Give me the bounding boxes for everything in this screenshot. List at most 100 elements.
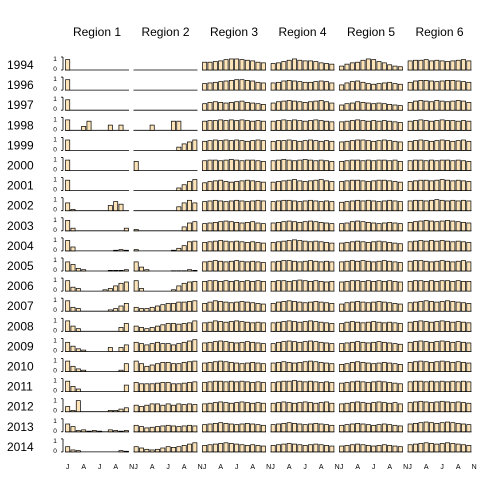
- bar-2008-region-4-month-4: [286, 320, 292, 332]
- bar-2000-region-4-month-6: [297, 159, 303, 171]
- bar-2014-region-2-month-10: [181, 445, 187, 453]
- y-tick-label-bottom: 0: [53, 187, 57, 194]
- bar-1998-region-4-month-10: [318, 120, 324, 131]
- bar-2004-region-2-month-10: [181, 245, 187, 252]
- bar-1996-region-4-month-5: [292, 80, 297, 91]
- bar-1996-region-4-month-3: [281, 80, 287, 91]
- bar-1994-region-5-month-11: [392, 65, 398, 71]
- bar-1994-region-4-month-1: [270, 63, 276, 71]
- bar-2004-region-2-month-8: [171, 249, 176, 252]
- bar-2006-region-2-month-9: [176, 285, 182, 292]
- bar-1999-region-6-month-7: [439, 139, 445, 151]
- bar-2010-region-4-month-9: [313, 361, 319, 372]
- x-tick-label: J: [203, 464, 207, 471]
- year-label-2000: 2000: [7, 159, 34, 173]
- bar-2007-region-1-month-3: [75, 308, 81, 312]
- bar-2014-region-4-month-8: [308, 444, 313, 453]
- bar-2007-region-1-month-12: [123, 303, 129, 312]
- bar-2013-region-5-month-10: [387, 424, 393, 433]
- bar-1998-region-3-month-6: [228, 119, 234, 131]
- bar-1998-region-1-month-11: [118, 124, 124, 131]
- bar-2007-region-4-month-6: [297, 301, 303, 312]
- bar-2009-region-1-month-4: [81, 349, 87, 352]
- bar-1997-region-6-month-9: [450, 100, 456, 111]
- bar-2006-region-1-month-10: [113, 285, 119, 292]
- bar-2011-region-2-month-8: [171, 383, 176, 392]
- bar-2013-region-6-month-7: [439, 422, 445, 433]
- bar-2008-region-1-month-3: [75, 328, 81, 332]
- bar-2009-region-3-month-9: [244, 341, 250, 352]
- bar-2005-region-1-month-2: [70, 264, 76, 272]
- bar-2012-region-2-month-11: [187, 403, 192, 413]
- bar-2005-region-6-month-7: [439, 260, 445, 272]
- bar-2000-region-4-month-10: [318, 159, 324, 171]
- bar-2003-region-5-month-7: [371, 222, 377, 232]
- bar-2001-region-5-month-8: [376, 179, 382, 191]
- bar-1996-region-6-month-1: [407, 81, 413, 91]
- bar-2010-region-3-month-4: [218, 360, 224, 372]
- bar-2009-region-5-month-4: [355, 341, 361, 352]
- bar-1994-region-4-month-7: [302, 60, 308, 71]
- bar-2012-region-5-month-2: [344, 402, 350, 413]
- bar-2003-region-5-month-11: [392, 222, 398, 232]
- bar-2011-region-3-month-12: [260, 382, 266, 392]
- bar-2006-region-1-month-1: [65, 280, 71, 292]
- bar-2009-region-3-month-8: [239, 341, 245, 352]
- bar-2008-region-3-month-5: [223, 321, 229, 332]
- bar-2007-region-5-month-7: [371, 301, 377, 312]
- bar-2001-region-4-month-1: [270, 181, 276, 191]
- bar-2010-region-6-month-7: [439, 360, 445, 372]
- y-tick-label-bottom: 0: [53, 388, 57, 395]
- bar-2001-region-5-month-2: [344, 180, 350, 191]
- bar-2010-region-4-month-4: [286, 362, 292, 372]
- bar-1997-region-4-month-12: [329, 102, 335, 111]
- bar-2013-region-3-month-6: [228, 423, 234, 433]
- bar-2003-region-1-month-1: [65, 220, 71, 232]
- bar-2014-region-4-month-12: [329, 445, 335, 453]
- bar-2012-region-3-month-8: [239, 401, 245, 413]
- bar-2001-region-3-month-7: [234, 181, 240, 191]
- x-tick-label: J: [271, 464, 275, 471]
- bar-1994-region-6-month-4: [423, 59, 429, 71]
- bar-2013-region-5-month-8: [376, 424, 382, 433]
- bar-2000-region-6-month-3: [418, 159, 424, 171]
- bar-2012-region-5-month-9: [381, 402, 387, 413]
- bar-2004-region-4-month-11: [324, 242, 329, 252]
- year-label-1994: 1994: [7, 58, 34, 72]
- bar-2002-region-6-month-7: [439, 199, 445, 212]
- bar-2007-region-5-month-4: [355, 301, 361, 312]
- bar-1998-region-5-month-6: [365, 120, 371, 131]
- bar-2014-region-5-month-5: [360, 444, 366, 453]
- bar-1996-region-3-month-2: [207, 82, 213, 91]
- bar-2010-region-2-month-11: [187, 361, 192, 372]
- y-tick-label-top: 1: [53, 197, 57, 204]
- bar-2014-region-4-month-3: [281, 443, 287, 453]
- bar-2009-region-2-month-1: [133, 341, 139, 352]
- panel-title-region-1: Region 1: [73, 25, 121, 39]
- bar-2005-region-4-month-2: [276, 260, 281, 272]
- bar-2006-region-3-month-3: [212, 280, 218, 292]
- bar-2004-region-4-month-12: [329, 242, 335, 252]
- bar-2014-region-3-month-8: [239, 444, 245, 453]
- bar-2006-region-5-month-11: [392, 281, 398, 292]
- bar-2012-region-4-month-4: [286, 402, 292, 413]
- bar-2008-region-5-month-5: [360, 322, 366, 332]
- bar-2007-region-6-month-9: [450, 301, 456, 312]
- bar-2014-region-4-month-7: [302, 445, 308, 453]
- y-tick-label-bottom: 0: [53, 227, 57, 234]
- bar-2004-region-4-month-2: [276, 241, 281, 252]
- bar-2009-region-1-month-12: [123, 344, 129, 352]
- bar-2010-region-6-month-4: [423, 361, 429, 372]
- bar-2001-region-6-month-1: [407, 181, 413, 191]
- bar-2006-region-6-month-7: [439, 280, 445, 292]
- bar-2006-region-5-month-6: [365, 280, 371, 292]
- bar-2013-region-6-month-1: [407, 423, 413, 433]
- y-tick-label-bottom: 0: [53, 408, 57, 415]
- bar-2002-region-3-month-12: [260, 200, 266, 212]
- bar-2011-region-4-month-4: [286, 380, 292, 392]
- bar-2007-region-2-month-11: [187, 301, 192, 312]
- bar-2004-region-3-month-8: [239, 241, 245, 252]
- bar-2011-region-1-month-2: [70, 386, 76, 392]
- bar-2007-region-5-month-9: [381, 301, 387, 312]
- bar-2008-region-4-month-10: [318, 321, 324, 332]
